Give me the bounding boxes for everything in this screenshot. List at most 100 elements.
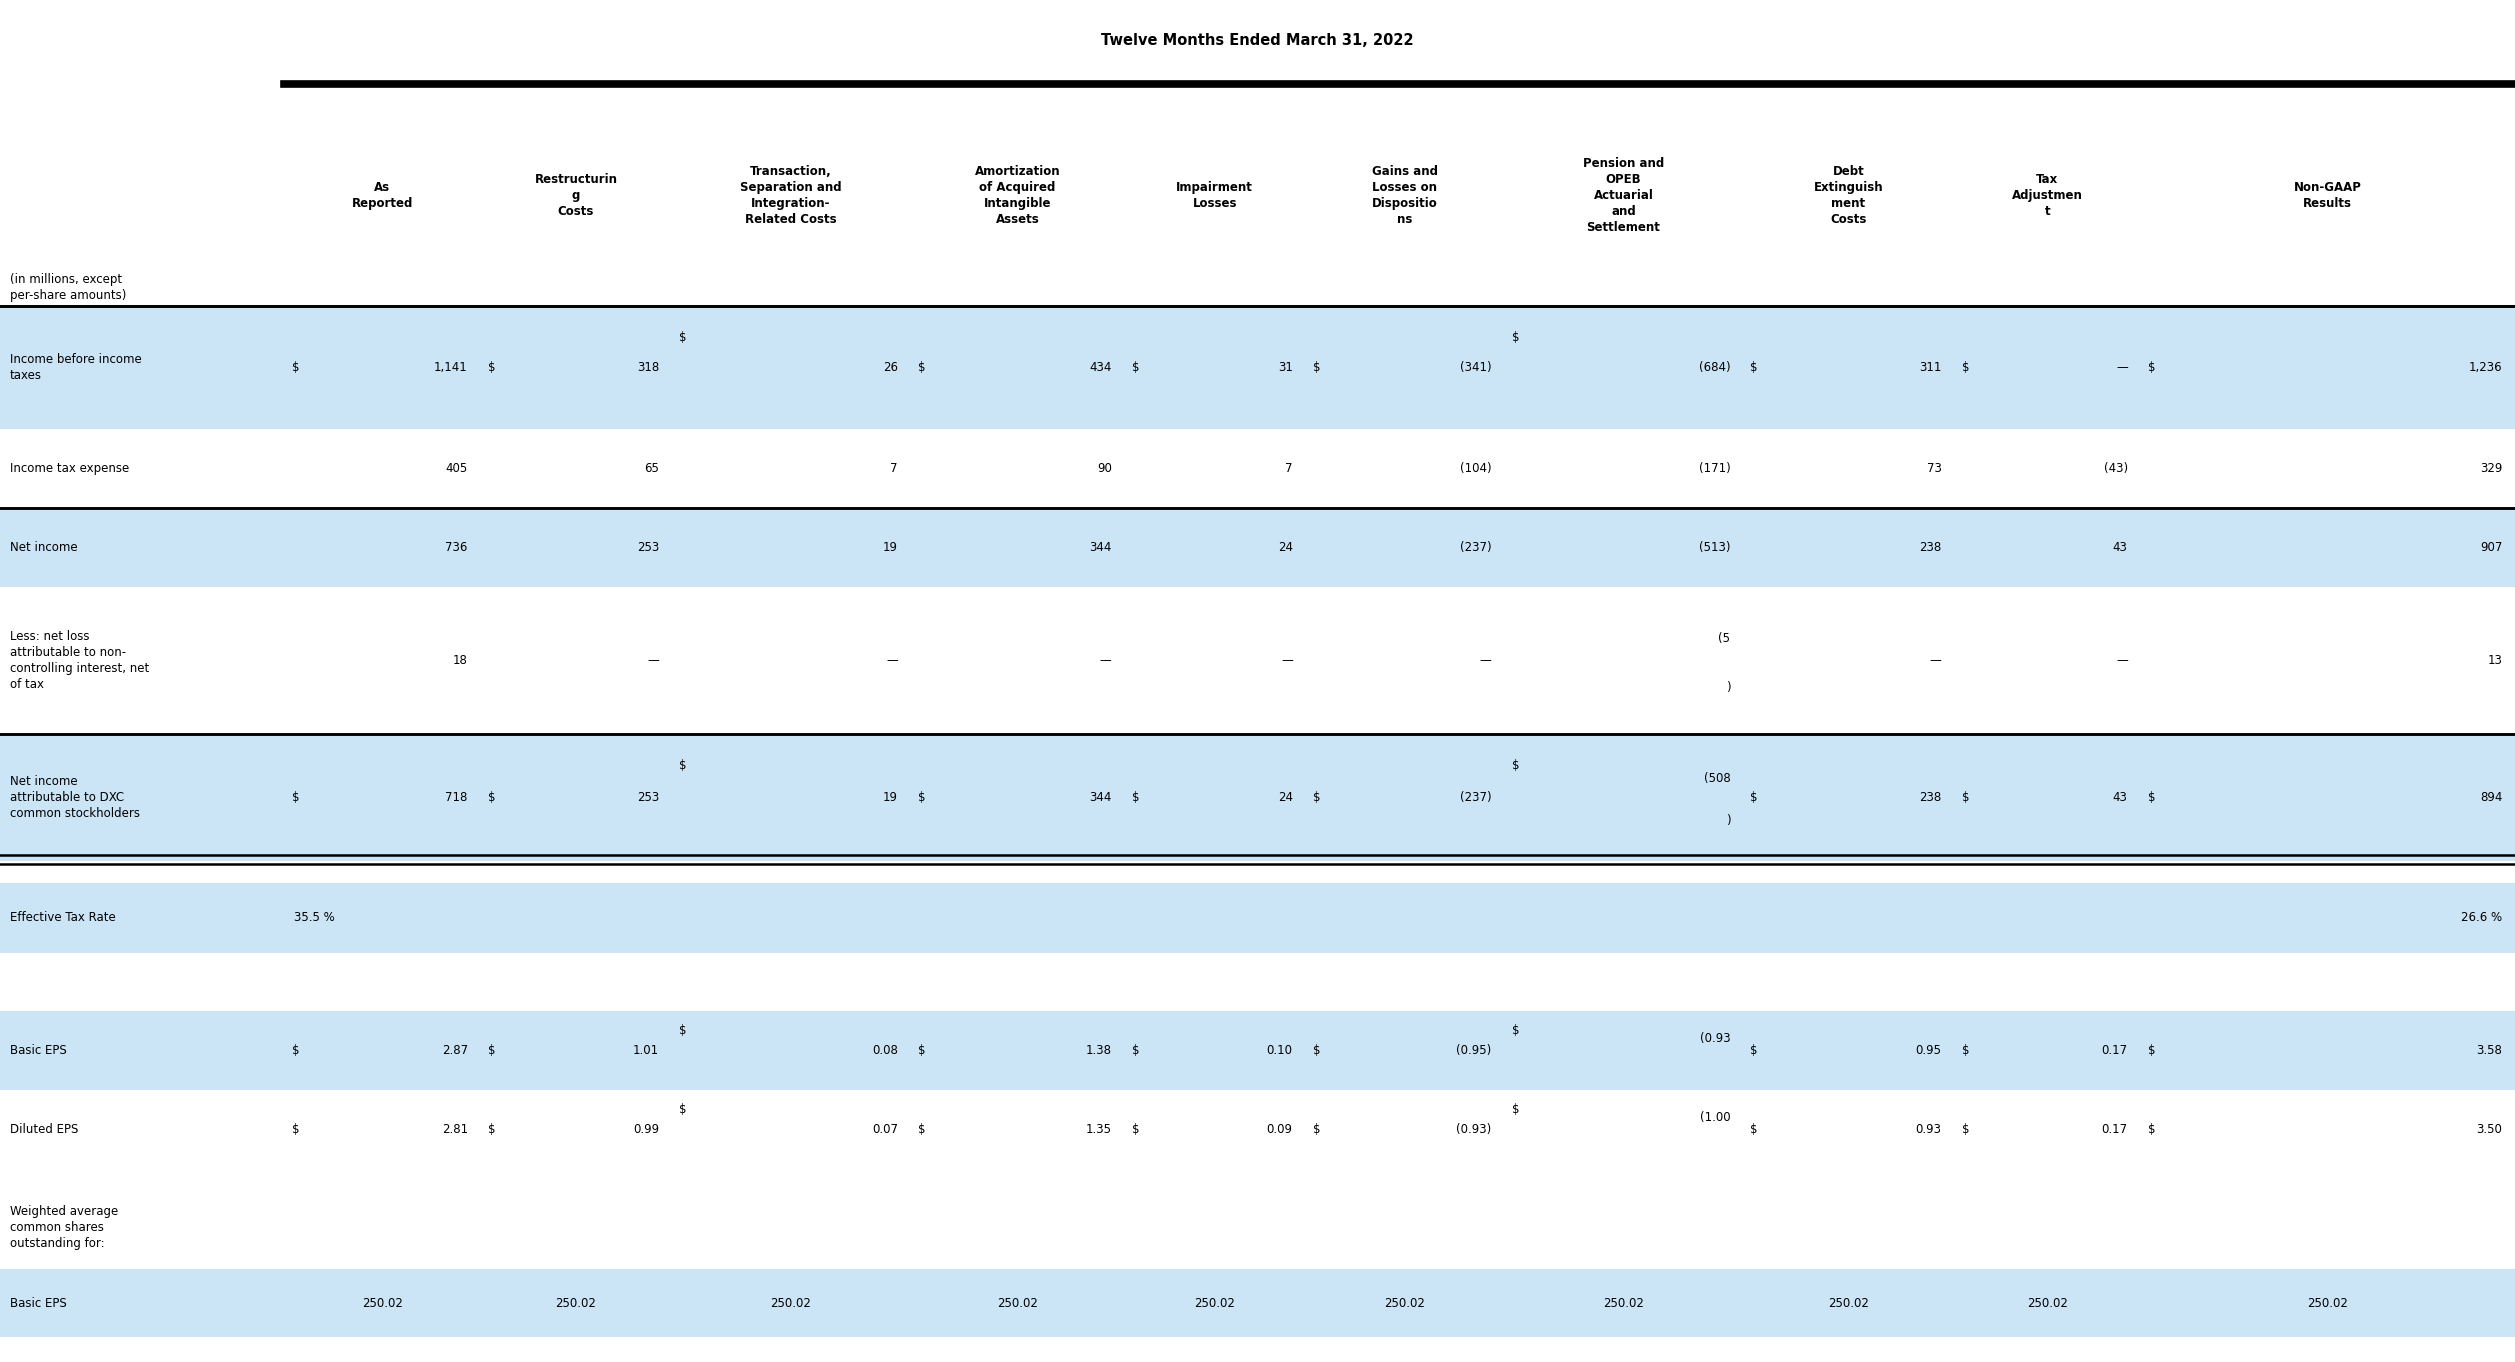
Text: $: $	[1132, 1043, 1139, 1057]
Text: $: $	[679, 1103, 687, 1115]
Text: 405: 405	[445, 462, 468, 475]
Text: Effective Tax Rate: Effective Tax Rate	[10, 911, 116, 925]
Text: $: $	[1962, 1043, 1969, 1057]
Text: 907: 907	[2480, 541, 2502, 554]
Text: $: $	[2148, 791, 2155, 804]
Text: $: $	[1313, 791, 1320, 804]
Bar	[0, 508, 2515, 587]
Text: (0.93: (0.93	[1700, 1032, 1730, 1045]
Text: Debt
Extinguish
ment
Costs: Debt Extinguish ment Costs	[1813, 165, 1884, 226]
Text: 1,236: 1,236	[2470, 361, 2502, 375]
Text: $: $	[1512, 759, 1519, 772]
Text: $: $	[1512, 331, 1519, 343]
Text: 0.08: 0.08	[873, 1043, 898, 1057]
Text: 238: 238	[1919, 791, 1942, 804]
Text: (5: (5	[1718, 632, 1730, 646]
Text: Net income: Net income	[10, 541, 78, 554]
Text: 329: 329	[2480, 462, 2502, 475]
Text: Income before income
taxes: Income before income taxes	[10, 353, 141, 383]
Text: $: $	[2148, 1122, 2155, 1136]
Text: —: —	[885, 654, 898, 667]
Text: 250.02: 250.02	[1383, 1297, 1426, 1310]
Text: —: —	[2115, 361, 2128, 375]
Text: 0.10: 0.10	[1268, 1043, 1293, 1057]
Text: $: $	[1750, 361, 1758, 375]
Text: $: $	[2148, 1043, 2155, 1057]
Text: As
Reported: As Reported	[352, 181, 412, 210]
Bar	[0, 1185, 2515, 1269]
Text: 7: 7	[1285, 462, 1293, 475]
Text: 250.02: 250.02	[996, 1297, 1039, 1310]
Text: 0.09: 0.09	[1268, 1122, 1293, 1136]
Text: $: $	[1962, 1122, 1969, 1136]
Text: 24: 24	[1278, 791, 1293, 804]
Text: Income tax expense: Income tax expense	[10, 462, 128, 475]
Text: $: $	[292, 361, 299, 375]
Text: 0.17: 0.17	[2103, 1043, 2128, 1057]
Text: 3.50: 3.50	[2477, 1122, 2502, 1136]
Text: 0.93: 0.93	[1916, 1122, 1942, 1136]
Text: 253: 253	[636, 541, 659, 554]
Text: 250.02: 250.02	[2027, 1297, 2067, 1310]
Text: 90: 90	[1097, 462, 1112, 475]
Text: $: $	[679, 331, 687, 343]
Bar	[0, 734, 2515, 861]
Text: $: $	[918, 791, 926, 804]
Text: Pension and
OPEB
Actuarial
and
Settlement: Pension and OPEB Actuarial and Settlemen…	[1582, 157, 1665, 234]
Text: 43: 43	[2113, 541, 2128, 554]
Text: ): )	[1725, 681, 1730, 693]
Text: 26: 26	[883, 361, 898, 375]
Text: 18: 18	[453, 654, 468, 667]
Bar	[0, 429, 2515, 508]
Text: —: —	[1479, 654, 1491, 667]
Text: $: $	[918, 361, 926, 375]
Text: $: $	[488, 1122, 495, 1136]
Text: —: —	[1099, 654, 1112, 667]
Text: $: $	[1512, 1024, 1519, 1036]
Text: 894: 894	[2480, 791, 2502, 804]
Text: Basic EPS: Basic EPS	[10, 1043, 68, 1057]
Text: 250.02: 250.02	[362, 1297, 402, 1310]
Text: $: $	[2148, 361, 2155, 375]
Text: —: —	[646, 654, 659, 667]
Text: (0.93): (0.93)	[1456, 1122, 1491, 1136]
Text: Weighted average
common shares
outstanding for:: Weighted average common shares outstandi…	[10, 1204, 118, 1250]
Text: 26.6 %: 26.6 %	[2462, 911, 2502, 925]
Text: 718: 718	[445, 791, 468, 804]
Text: (0.95): (0.95)	[1456, 1043, 1491, 1057]
Text: Net income
attributable to DXC
common stockholders: Net income attributable to DXC common st…	[10, 775, 141, 820]
Text: Non-GAAP
Results: Non-GAAP Results	[2294, 181, 2362, 210]
Text: Impairment
Losses: Impairment Losses	[1177, 181, 1252, 210]
Text: ): )	[1725, 813, 1730, 827]
Text: 1.01: 1.01	[634, 1043, 659, 1057]
Text: 65: 65	[644, 462, 659, 475]
Text: 311: 311	[1919, 361, 1942, 375]
Text: 253: 253	[636, 791, 659, 804]
Text: $: $	[292, 1122, 299, 1136]
Text: 0.17: 0.17	[2103, 1122, 2128, 1136]
Text: $: $	[488, 361, 495, 375]
Text: (341): (341)	[1459, 361, 1491, 375]
Text: (508: (508	[1703, 772, 1730, 785]
Text: 250.02: 250.02	[1602, 1297, 1645, 1310]
Text: $: $	[1750, 1122, 1758, 1136]
Text: 0.95: 0.95	[1916, 1043, 1942, 1057]
Text: 73: 73	[1926, 462, 1942, 475]
Text: 1,141: 1,141	[435, 361, 468, 375]
Text: $: $	[1512, 1103, 1519, 1115]
Text: 3.58: 3.58	[2477, 1043, 2502, 1057]
Text: $: $	[1313, 1122, 1320, 1136]
Text: 250.02: 250.02	[556, 1297, 596, 1310]
Text: 344: 344	[1089, 541, 1112, 554]
Text: 318: 318	[636, 361, 659, 375]
Bar	[0, 1011, 2515, 1090]
Text: Diluted EPS: Diluted EPS	[10, 1122, 78, 1136]
Text: 13: 13	[2487, 654, 2502, 667]
Text: $: $	[292, 1043, 299, 1057]
Text: $: $	[1750, 791, 1758, 804]
Text: (237): (237)	[1459, 541, 1491, 554]
Text: 7: 7	[890, 462, 898, 475]
Text: $: $	[918, 1043, 926, 1057]
Text: 19: 19	[883, 541, 898, 554]
Text: $: $	[488, 791, 495, 804]
